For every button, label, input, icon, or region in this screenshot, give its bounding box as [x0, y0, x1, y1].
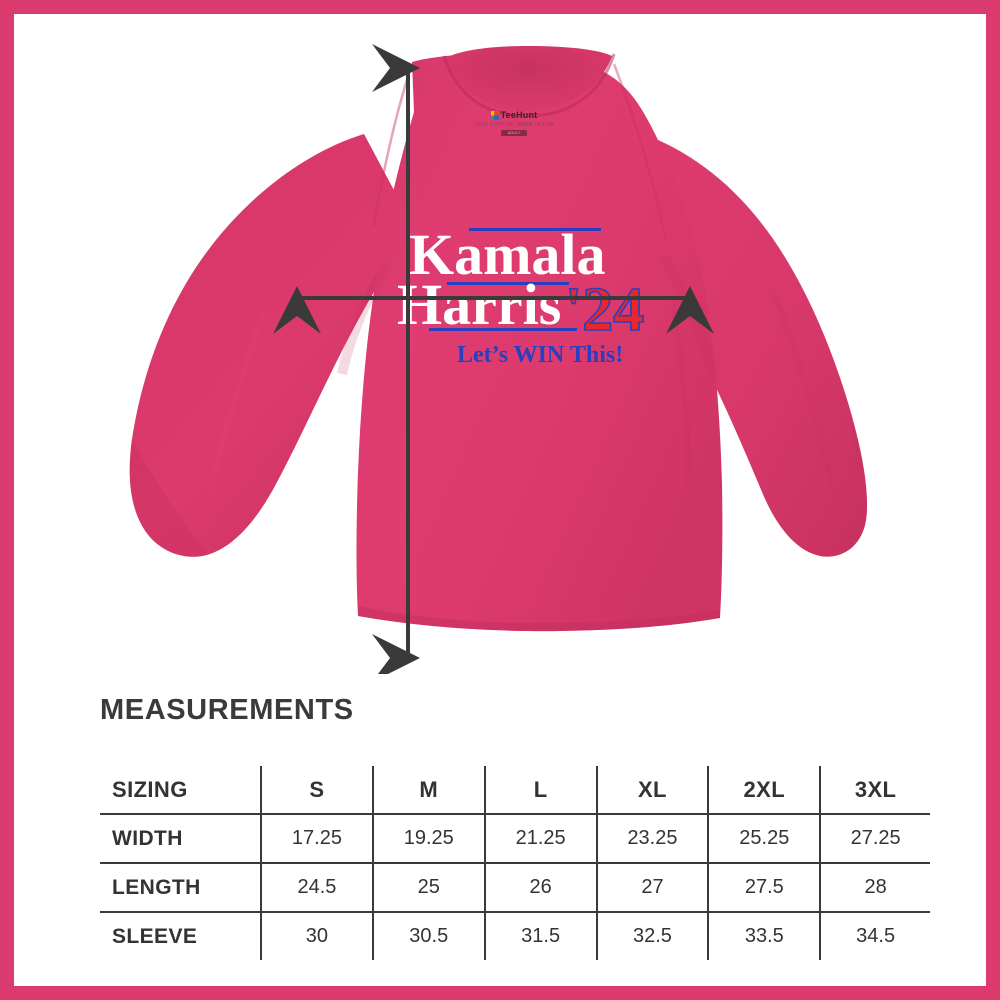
cell-length-l: 26: [484, 863, 598, 913]
shirt-right-cuff: [820, 396, 868, 557]
cell-length-3xl: 28: [820, 863, 930, 913]
size-chart-table: SIZING S M L XL 2XL 3XL WIDTH 17.25 19.2…: [100, 766, 930, 960]
cell-sleeve-2xl: 33.5: [708, 912, 822, 960]
neck-label: TeeHunt 100% COTTON | MADE IN USA ADULT: [466, 110, 562, 156]
measurements-title: MEASUREMENTS: [100, 694, 354, 726]
cell-length-m: 25: [372, 863, 486, 913]
cell-length-2xl: 27.5: [708, 863, 822, 913]
cell-width-xl: 23.25: [596, 814, 710, 864]
cell-length-s: 24.5: [261, 863, 374, 913]
shirt-shoulder-seam-right: [612, 63, 668, 241]
shirt-hem: [358, 606, 720, 632]
neck-label-size-tag: ADULT: [501, 130, 527, 136]
cell-width-m: 19.25: [372, 814, 486, 864]
teehunt-logo-icon: [490, 110, 499, 120]
measurement-arrows: [273, 44, 714, 674]
product-photo: TeeHunt 100% COTTON | MADE IN USA ADULT …: [14, 14, 986, 674]
shirt-collar-rib: [442, 53, 616, 118]
column-header-xl: XL: [596, 766, 710, 815]
column-header-m: M: [372, 766, 486, 815]
row-label-width: WIDTH: [100, 814, 262, 864]
cell-sleeve-xl: 32.5: [596, 912, 710, 960]
table-header-row: SIZING S M L XL 2XL 3XL: [100, 766, 930, 815]
shirt-left-sleeve: [129, 134, 412, 557]
cell-sleeve-m: 30.5: [372, 912, 486, 960]
column-header-3xl: 3XL: [820, 766, 930, 815]
neck-label-subline: 100% COTTON | MADE IN USA: [474, 122, 554, 128]
cell-sleeve-s: 30: [261, 912, 374, 960]
cell-sleeve-l: 31.5: [484, 912, 598, 960]
fabric-fold-2: [671, 303, 694, 581]
cell-width-3xl: 27.25: [820, 814, 930, 864]
fabric-fold-4: [771, 292, 835, 487]
column-header-l: L: [484, 766, 598, 815]
table-row-length: LENGTH 24.5 25 26 27 27.5 28: [100, 863, 930, 913]
neck-label-brand: TeeHunt: [500, 110, 538, 120]
cell-width-l: 21.25: [484, 814, 598, 864]
table-row-sleeve: SLEEVE 30 30.5 31.5 32.5 33.5 34.5: [100, 912, 930, 960]
shirt-collar: [446, 46, 612, 110]
column-header-s: S: [261, 766, 374, 815]
table-row-width: WIDTH 17.25 19.25 21.25 23.25 25.25 27.2…: [100, 814, 930, 864]
shirt-body: [356, 54, 723, 632]
measurements-section: MEASUREMENTS SIZING S M L XL 2XL 3XL WID…: [14, 674, 986, 986]
cell-sleeve-3xl: 34.5: [856, 925, 896, 947]
cell-width-2xl: 25.25: [708, 814, 822, 864]
neck-label-brand-row: TeeHunt: [466, 110, 562, 120]
row-label-sleeve: SLEEVE: [100, 912, 262, 960]
cell-length-xl: 27: [596, 863, 710, 913]
column-header-sizing: SIZING: [100, 766, 262, 815]
shirt-illustration: [129, 46, 868, 632]
cell-width-s: 17.25: [261, 814, 374, 864]
column-header-2xl: 2XL: [708, 766, 822, 815]
fabric-fold-3: [207, 312, 267, 493]
row-label-length: LENGTH: [100, 863, 262, 913]
shirt-left-cuff: [129, 439, 210, 557]
